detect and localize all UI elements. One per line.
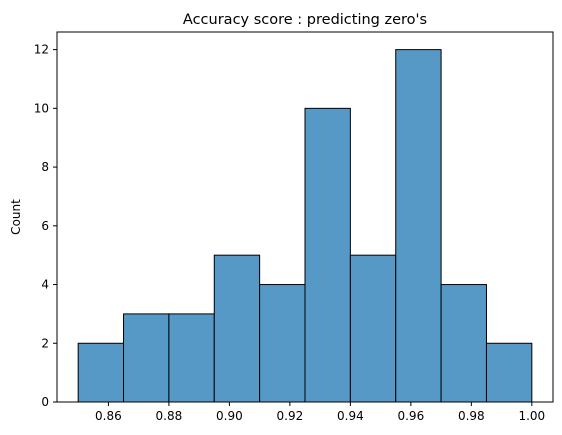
x-tick-label: 0.98 [458, 409, 485, 423]
x-tick-label: 0.94 [337, 409, 364, 423]
histogram-bar [213, 254, 261, 403]
x-axis-ticks: 0.86 0.88 0.90 0.92 0.94 0.96 0.98 1.00 [95, 402, 545, 423]
y-tick-label: 10 [34, 101, 49, 115]
histogram-bar [349, 254, 397, 403]
x-tick-label: 0.92 [277, 409, 304, 423]
histogram-bar [304, 107, 351, 403]
y-axis-label: Count [9, 199, 23, 235]
y-tick-label: 8 [41, 160, 49, 174]
histogram-bar [440, 284, 487, 403]
histogram-bar [395, 49, 442, 403]
histogram-bar [168, 313, 215, 403]
y-tick-label: 6 [41, 219, 49, 233]
bars-group [77, 49, 533, 403]
y-axis-ticks: 0 2 4 6 8 10 12 [34, 43, 57, 409]
x-tick-label: 0.86 [95, 409, 122, 423]
y-tick-label: 4 [41, 278, 49, 292]
x-tick-label: 0.90 [216, 409, 243, 423]
x-tick-label: 1.00 [518, 409, 545, 423]
y-tick-label: 2 [41, 336, 49, 350]
histogram-bar [485, 342, 533, 403]
y-tick-label: 12 [34, 43, 49, 57]
x-tick-label: 0.96 [397, 409, 424, 423]
plot-area-frame [56, 31, 554, 403]
chart-title: Accuracy score : predicting zero's [183, 12, 427, 28]
histogram-bar [77, 342, 125, 403]
histogram-bar [123, 313, 170, 403]
histogram-bar [259, 284, 306, 403]
y-tick-label: 0 [41, 395, 49, 409]
x-tick-label: 0.88 [156, 409, 183, 423]
